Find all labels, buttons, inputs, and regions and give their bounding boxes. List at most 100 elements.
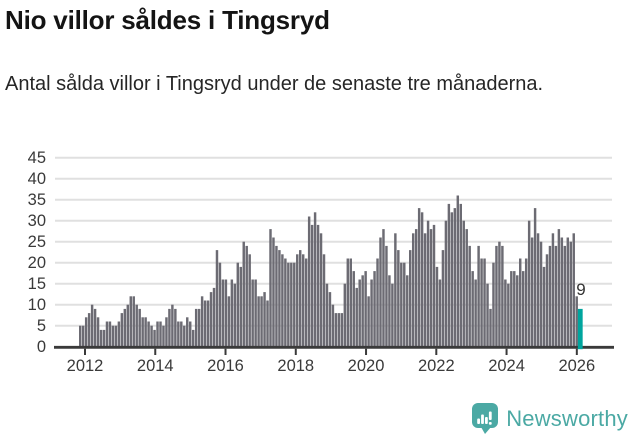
page-title: Nio villor såldes i Tingsryd <box>5 5 330 35</box>
bar <box>293 262 296 349</box>
bar <box>536 233 540 349</box>
bar <box>560 237 564 349</box>
bar <box>177 321 180 349</box>
y-tick-label: 5 <box>37 317 46 335</box>
bar <box>557 229 561 349</box>
x-tick-label: 2018 <box>277 357 314 375</box>
bar <box>554 245 558 349</box>
bar <box>251 279 254 349</box>
bar <box>501 245 504 349</box>
bar <box>99 329 103 349</box>
bar <box>263 292 266 349</box>
brand-name: Newsworthy <box>506 405 628 431</box>
bar <box>191 329 195 349</box>
bar <box>507 283 510 349</box>
x-tick-label: 2020 <box>348 357 385 375</box>
bar <box>189 321 192 349</box>
bar <box>171 304 174 349</box>
bar <box>200 296 204 349</box>
bar <box>370 279 373 349</box>
bar <box>545 254 549 349</box>
bar <box>364 271 367 349</box>
bar <box>429 229 433 349</box>
bar <box>400 262 403 349</box>
bar <box>174 308 177 349</box>
bar <box>563 245 567 349</box>
bar <box>331 304 335 349</box>
bar <box>340 313 344 349</box>
bar <box>307 216 311 349</box>
newsworthy-logo-icon <box>472 403 499 434</box>
bar <box>159 321 162 349</box>
bar <box>420 212 424 349</box>
bar <box>111 325 115 349</box>
bar <box>84 317 88 349</box>
bar <box>257 296 260 349</box>
chart-subtitle: Antal sålda villor i Tingsryd under de s… <box>5 73 544 95</box>
bar <box>319 233 323 349</box>
bar <box>215 250 219 349</box>
bar <box>287 262 290 349</box>
bar <box>144 317 147 349</box>
bar <box>129 296 132 349</box>
y-tick-label: 25 <box>28 233 46 251</box>
bar <box>459 203 462 349</box>
brand-credit[interactable]: Newsworthy <box>471 402 628 435</box>
x-tick-label: 2016 <box>207 357 244 375</box>
bar <box>397 250 400 349</box>
bar <box>156 321 159 349</box>
bar <box>203 300 207 349</box>
bar <box>126 304 130 349</box>
bar <box>575 296 578 349</box>
bar <box>513 271 516 349</box>
bar <box>367 296 370 349</box>
x-tick-label: 2026 <box>558 357 595 375</box>
bar <box>337 313 341 349</box>
bar <box>477 245 480 349</box>
bar <box>444 220 448 349</box>
bar <box>132 296 135 349</box>
bar <box>423 233 427 349</box>
bar <box>138 308 141 349</box>
bar <box>206 300 210 349</box>
bar <box>108 321 112 349</box>
latest-value-label: 9 <box>576 280 585 299</box>
bar <box>296 254 299 349</box>
bar <box>349 258 352 349</box>
bar <box>438 279 442 349</box>
bar <box>566 237 570 349</box>
y-tick-label: 45 <box>28 149 46 167</box>
bar <box>224 279 228 349</box>
bar <box>135 304 138 349</box>
y-tick-label: 40 <box>28 170 46 188</box>
bar <box>212 287 216 349</box>
bar <box>450 212 454 349</box>
sales-bar-chart: 0 5 10 15 20 25 30 35 40 45 2012 2014 2016 2018 2020 20… <box>28 149 614 375</box>
bar <box>254 279 257 349</box>
bar <box>150 325 153 349</box>
bar <box>441 250 445 349</box>
bars <box>79 195 578 349</box>
bar <box>260 296 263 349</box>
bar <box>462 220 465 349</box>
bar <box>183 325 186 349</box>
bar <box>162 325 165 349</box>
bar <box>278 250 281 349</box>
bar <box>551 233 555 349</box>
bar <box>328 292 332 349</box>
bar <box>373 271 376 349</box>
bar <box>248 254 251 349</box>
bar <box>93 308 97 349</box>
y-tick-label: 30 <box>28 212 46 230</box>
bar <box>358 279 361 349</box>
bar <box>313 212 317 349</box>
bar <box>382 229 385 349</box>
bar <box>81 325 85 349</box>
bar <box>245 245 248 349</box>
x-tick-label: 2022 <box>418 357 455 375</box>
bar <box>426 220 430 349</box>
bar <box>516 275 519 349</box>
bar <box>417 208 421 349</box>
bar <box>180 321 183 349</box>
